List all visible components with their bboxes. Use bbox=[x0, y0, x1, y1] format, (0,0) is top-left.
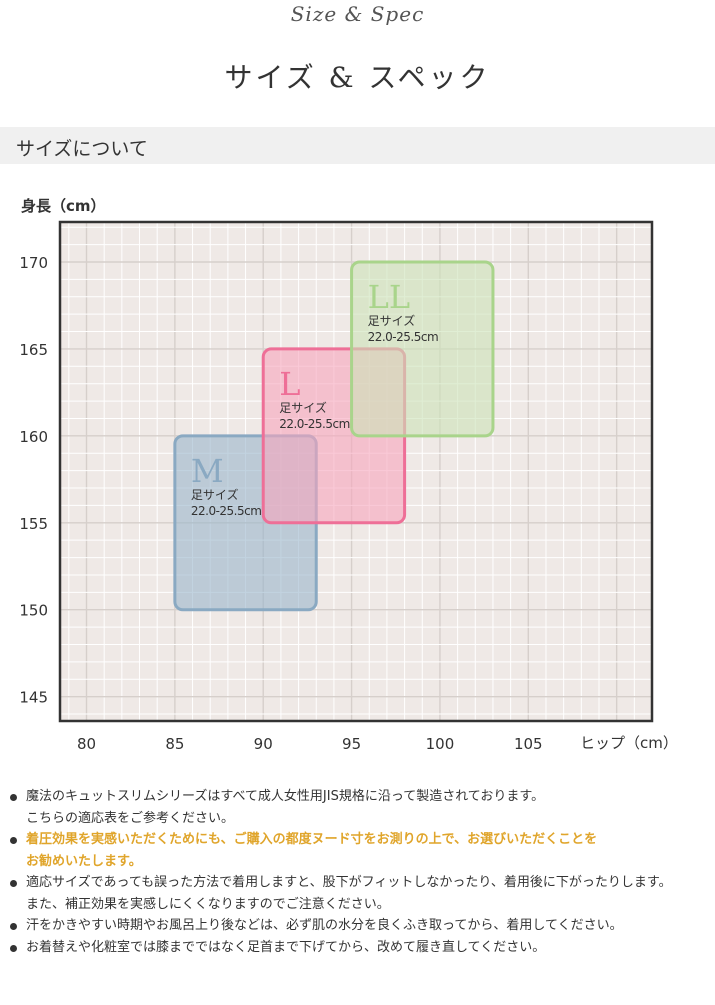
size-label: L bbox=[279, 365, 300, 403]
y-tick-label: 150 bbox=[19, 602, 48, 620]
note-line: 魔法のキュットスリムシリーズはすべて成人女性用JIS規格に沿って製造されておりま… bbox=[26, 789, 545, 804]
size-rect bbox=[350, 260, 495, 438]
note-item: 適応サイズであっても誤った方法で着用しますと、股下がフィットしなかったり、着用後… bbox=[0, 872, 715, 915]
note-item: 汗をかきやすい時期やお風呂上り後などは、必ず肌の水分を良くふき取ってから、着用し… bbox=[0, 915, 715, 937]
note-line: こちらの適応表をご参考ください。 bbox=[26, 810, 235, 826]
y-tick-label: 165 bbox=[19, 341, 48, 359]
y-tick-label: 155 bbox=[19, 515, 48, 533]
y-tick-label: 145 bbox=[19, 689, 48, 707]
x-tick-label: 85 bbox=[165, 735, 184, 753]
note-line: また、補正効果を実感しにくくなりますのでご注意ください。 bbox=[26, 896, 390, 912]
bullet-icon bbox=[10, 794, 17, 801]
x-tick-label: 95 bbox=[342, 735, 361, 753]
foot-size-label: 足サイズ bbox=[368, 313, 416, 328]
bullet-icon bbox=[10, 880, 17, 887]
section-title: サイズについて bbox=[16, 138, 148, 160]
foot-size-range: 22.0-25.5cm bbox=[191, 504, 262, 518]
x-tick-label: 80 bbox=[77, 735, 96, 753]
note-line: 汗をかきやすい時期やお風呂上り後などは、必ず肌の水分を良くふき取ってから、着用し… bbox=[26, 918, 623, 933]
foot-size-label: 足サイズ bbox=[191, 487, 239, 502]
page-title: サイズ & スペック bbox=[224, 61, 491, 94]
bullet-icon bbox=[10, 923, 17, 930]
size-label: M bbox=[191, 452, 224, 490]
x-axis-label: ヒップ（cm） bbox=[580, 734, 678, 752]
bullet-icon bbox=[10, 944, 17, 952]
script-title: Size & Spec bbox=[290, 2, 425, 26]
foot-size-label: 足サイズ bbox=[279, 400, 327, 415]
plot-frame bbox=[58, 220, 654, 723]
x-tick-label: 105 bbox=[514, 735, 543, 753]
foot-size-range: 22.0-25.5cm bbox=[368, 330, 439, 344]
y-axis-label: 身長（cm） bbox=[21, 197, 106, 215]
note-item: 魔法のキュットスリムシリーズはすべて成人女性用JIS規格に沿って製造されておりま… bbox=[0, 786, 715, 829]
note-line: 適応サイズであっても誤った方法で着用しますと、股下がフィットしなかったり、着用後… bbox=[26, 875, 672, 890]
x-tick-label: 90 bbox=[254, 735, 273, 753]
foot-size-range: 22.0-25.5cm bbox=[279, 417, 350, 431]
y-tick-label: 160 bbox=[19, 428, 48, 446]
size-label: LL bbox=[368, 278, 411, 316]
y-tick-label: 170 bbox=[19, 254, 48, 272]
x-tick-label: 100 bbox=[426, 735, 455, 753]
section-header: サイズについて bbox=[0, 127, 715, 164]
note-line: お勧めいたします。 bbox=[26, 853, 142, 869]
size-chart: 身長（cm） M足サイズ22.0-25.5cmL足サイズ22.0-25.5cmL… bbox=[19, 197, 678, 753]
bullet-icon bbox=[10, 837, 17, 844]
note-item: 着圧効果を実感いただくためにも、ご購入の都度ヌード寸をお測りの上で、お選びいただ… bbox=[0, 829, 715, 872]
note-line: 着圧効果を実感いただくためにも、ご購入の都度ヌード寸をお測りの上で、お選びいただ… bbox=[26, 832, 598, 847]
notes-list: 魔法のキュットスリムシリーズはすべて成人女性用JIS規格に沿って製造されておりま… bbox=[0, 786, 715, 958]
note-line: お着替えや化粧室では膝までではなく足首まで下げてから、改めて履き直してください。 bbox=[26, 939, 546, 955]
note-item: お着替えや化粧室では膝までではなく足首まで下げてから、改めて履き直してください。 bbox=[0, 937, 715, 959]
